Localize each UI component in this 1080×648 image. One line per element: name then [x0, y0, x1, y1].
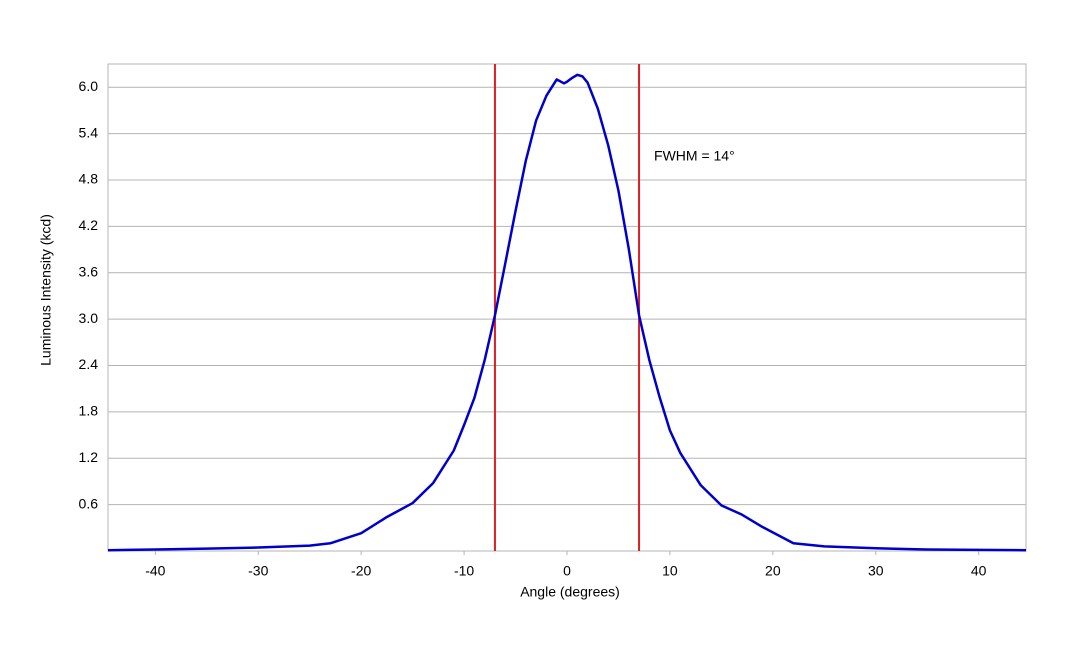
y-tick-label: 1.8	[79, 403, 99, 419]
y-tick-label: 0.6	[79, 495, 99, 511]
y-tick-label: 4.2	[79, 217, 99, 233]
x-tick-label: -20	[351, 563, 371, 579]
annotation: FWHM = 14°	[654, 148, 735, 164]
y-tick-label: 2.4	[79, 356, 99, 372]
plot-frame	[107, 63, 1027, 552]
y-tick-label: 5.4	[79, 124, 99, 140]
y-axis-label: Luminous Intensity (kcd)	[38, 214, 54, 366]
x-tick-label: -30	[248, 563, 268, 579]
intensity-curve	[107, 73, 1027, 552]
x-tick-label: -40	[145, 563, 165, 579]
y-tick-label: 1.2	[79, 449, 99, 465]
y-tick-label: 6.0	[79, 78, 99, 94]
x-tick-label: 40	[971, 563, 987, 579]
x-tick-label: 10	[662, 563, 678, 579]
x-tick-label: 20	[765, 563, 781, 579]
y-tick-label: 3.0	[79, 310, 99, 326]
x-tick-label: 30	[868, 563, 884, 579]
y-tick-label: 3.6	[79, 263, 99, 279]
x-tick-label: -10	[454, 563, 474, 579]
x-tick-label: 0	[563, 563, 571, 579]
x-axis-label: Angle (degrees)	[520, 584, 620, 600]
y-tick-label: 4.8	[79, 171, 99, 187]
